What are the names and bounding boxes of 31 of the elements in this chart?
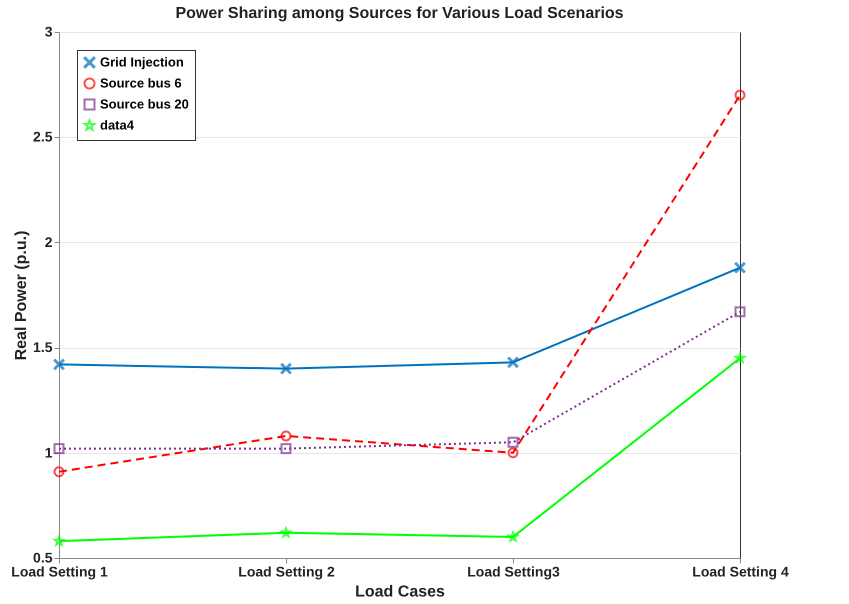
chart-title: Power Sharing among Sources for Various Load Scenarios [175,5,624,22]
point [734,90,746,101]
legend-label: Grid Injection [100,54,184,70]
point [508,447,518,458]
point [280,443,292,454]
x-tick-label: Load Setting3 [467,564,560,580]
point [734,262,746,274]
x-tick-label: Load Setting 1 [11,564,108,580]
y-axis-title: Real Power (p.u.) [13,230,30,360]
y-tick-label: 1.5 [33,339,53,356]
legend-label: Source bus 20 [100,96,189,112]
y-tick-label: 2 [44,234,53,250]
point [280,363,292,374]
x-tick-label: Load Setting 2 [238,564,335,580]
point [508,436,518,448]
x-tick-label: Load Setting 4 [692,564,789,580]
point [280,430,292,442]
legend-label: data4 [100,118,135,132]
legend-label: Source bus 6 [100,76,182,90]
point [508,356,518,368]
point [54,443,64,454]
y-tick-label: 1 [44,444,53,460]
x-axis-title: Load Cases [355,584,446,600]
y-tick-label: 3 [44,24,53,40]
point [54,466,64,478]
y-tick-label: 0.5 [33,550,53,566]
y-tick-label: 2.5 [33,128,53,145]
point [508,531,518,542]
point [734,306,746,318]
point [280,527,292,538]
point [54,358,64,370]
